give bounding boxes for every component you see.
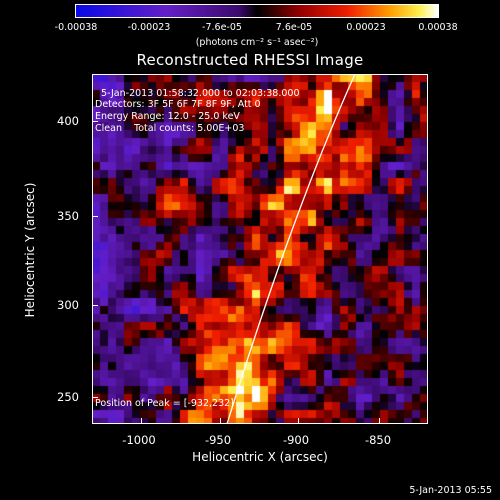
- x-tick-mark: [220, 418, 221, 424]
- colorbar-tick-label: 0.00023: [346, 22, 386, 33]
- detectors-label: Detectors: 3F 5F 6F 7F 8F 9F, Att 0: [95, 99, 261, 110]
- y-tick-label: 300: [57, 298, 79, 312]
- y-tick-label: 350: [57, 209, 79, 223]
- x-tick-label: -900: [282, 433, 310, 447]
- colorbar-tick-label: 7.6e-05: [275, 22, 313, 33]
- y-tick-mark: [92, 121, 98, 122]
- colorbar: [75, 4, 439, 18]
- x-axis-label: Heliocentric X (arcsec): [192, 450, 328, 464]
- colorbar-tick-label: -0.00023: [127, 22, 171, 33]
- y-tick-label: 250: [57, 390, 79, 404]
- x-tick-label: -950: [204, 433, 232, 447]
- x-tick-label: -850: [364, 433, 392, 447]
- x-tick-mark: [379, 418, 380, 424]
- y-tick-mark: [92, 397, 98, 398]
- colorbar-units: (photons cm⁻² s⁻¹ asec⁻²): [195, 37, 319, 48]
- y-axis-label: Heliocentric Y (arcsec): [23, 182, 37, 318]
- solar-limb-line: [226, 74, 356, 424]
- image-title: Reconstructed RHESSI Image: [136, 51, 364, 69]
- y-tick-mark: [92, 305, 98, 306]
- y-tick-mark: [92, 216, 98, 217]
- x-tick-mark: [141, 418, 142, 424]
- peak-position-label: Position of Peak = [-932,232]: [95, 398, 234, 409]
- y-tick-label: 400: [57, 114, 79, 128]
- footer-date: 5-Jan-2013 05:55: [409, 485, 492, 496]
- rhessi-image: [92, 74, 428, 424]
- x-tick-label: -1000: [122, 433, 156, 447]
- colorbar-tick-label: 0.00038: [418, 22, 458, 33]
- colorbar-tick-label: -0.00038: [54, 22, 98, 33]
- energy-range-label: Energy Range: 12.0 - 25.0 keV: [95, 111, 240, 122]
- algorithm-counts-label: Clean Total counts: 5.00E+03: [95, 123, 245, 134]
- colorbar-tick-label: -7.6e-05: [202, 22, 242, 33]
- x-tick-mark: [298, 418, 299, 424]
- time-range-label: 5-Jan-2013 01:58:32.000 to 02:03:38.000: [101, 88, 300, 99]
